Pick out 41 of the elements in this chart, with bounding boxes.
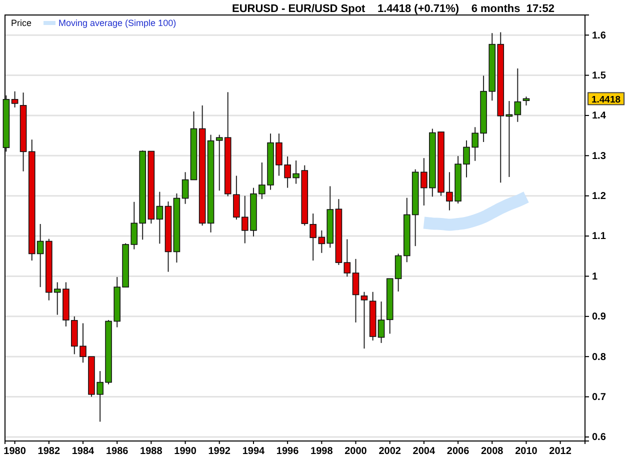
y-tick-label: 0.9 xyxy=(592,312,606,323)
y-tick-label: 1.3 xyxy=(592,150,606,162)
x-tick-label: 2012 xyxy=(549,446,572,458)
candlestick xyxy=(378,301,385,344)
x-tick-label: 1998 xyxy=(310,446,334,458)
x-tick-label: 1994 xyxy=(242,446,266,458)
candlestick xyxy=(344,238,351,278)
y-tick-label: 1.1 xyxy=(592,231,606,242)
x-tick-label: 1986 xyxy=(106,446,129,458)
x-tick-label: 1988 xyxy=(140,446,163,458)
y-tick-label: 1.4 xyxy=(592,110,606,122)
chart-title: EURUSD - EUR/USD Spot 1.4418 (+0.71%) 6 months 17:52 xyxy=(232,3,554,15)
x-tick-label: 1984 xyxy=(72,446,95,458)
candlestick xyxy=(514,68,522,122)
candlestick xyxy=(156,191,164,244)
x-tick-label: 2008 xyxy=(480,446,504,458)
y-tick-label: 0.7 xyxy=(592,392,606,403)
x-tick-label: 2002 xyxy=(378,446,402,458)
x-tick-label: 2000 xyxy=(344,446,368,458)
x-tick-label: 2004 xyxy=(412,446,436,458)
x-tick-label: 1996 xyxy=(276,446,300,458)
y-tick-label: 0.6 xyxy=(592,432,606,444)
legend-label: Moving average (Simple 100) xyxy=(58,18,176,28)
x-tick-label: 1990 xyxy=(174,446,197,458)
candlestick xyxy=(360,291,368,350)
y-tick-label: 0.8 xyxy=(592,352,606,363)
y-tick-label: 1.6 xyxy=(592,30,606,42)
candlestick xyxy=(310,213,316,262)
x-tick-label: 1982 xyxy=(38,446,60,458)
x-tick-label: 2006 xyxy=(446,446,470,458)
candlestick xyxy=(352,258,360,323)
y-tick-label: 1.2 xyxy=(592,191,606,202)
x-tick-label: 1980 xyxy=(4,446,26,458)
candlestick xyxy=(11,90,18,108)
y-tick-label: 1 xyxy=(592,271,598,282)
y-tick-label: 1.5 xyxy=(592,70,606,82)
text: 1.4418 xyxy=(591,94,621,106)
x-tick-label: 2010 xyxy=(515,446,538,458)
text: Price xyxy=(11,18,32,28)
candlestick xyxy=(182,172,189,204)
x-tick-label: 1992 xyxy=(208,446,231,458)
